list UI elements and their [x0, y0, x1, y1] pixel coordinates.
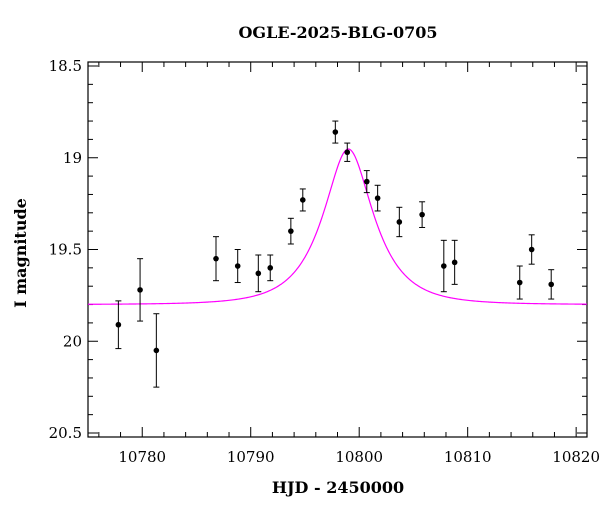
y-tick-label: 20.5 [49, 424, 82, 442]
y-tick-label: 18.5 [49, 57, 82, 75]
y-tick-label: 19 [63, 149, 82, 167]
model-fit-curve [87, 148, 587, 305]
y-tick-label: 20 [63, 332, 82, 350]
x-axis-label: HJD - 2450000 [272, 478, 404, 497]
x-tick-label: 10780 [118, 448, 166, 466]
data-point [234, 263, 241, 269]
x-tick-label: 10810 [444, 448, 492, 466]
data-point [396, 219, 403, 225]
x-tick-label: 10800 [335, 448, 383, 466]
data-point [299, 197, 306, 203]
data-point [344, 149, 351, 156]
data-point [528, 246, 535, 253]
data-point [288, 228, 294, 234]
data-points-group [115, 120, 555, 388]
data-point [213, 255, 219, 262]
data-point [516, 279, 523, 286]
data-point [255, 270, 262, 277]
data-point [267, 265, 274, 271]
y-tick-label: 19.5 [49, 241, 82, 259]
data-point [451, 259, 458, 266]
tick-labels-group: 10780 10790 10800 10810 10820 18.5 19 19.5 20 20.… [49, 57, 600, 466]
data-point [363, 178, 370, 185]
data-point [548, 281, 555, 288]
data-point [374, 195, 381, 201]
ticks-group [88, 62, 587, 437]
chart-title: OGLE-2025-BLG-0705 [238, 23, 437, 42]
x-tick-label: 10820 [552, 448, 600, 466]
data-point [115, 321, 122, 328]
data-point [137, 287, 143, 293]
data-point [153, 347, 160, 354]
data-point [332, 129, 339, 135]
x-tick-label: 10790 [227, 448, 275, 466]
data-point [419, 211, 425, 218]
plot-frame [87, 61, 588, 438]
data-point [441, 263, 447, 269]
y-axis-label: I magnitude [11, 198, 30, 308]
